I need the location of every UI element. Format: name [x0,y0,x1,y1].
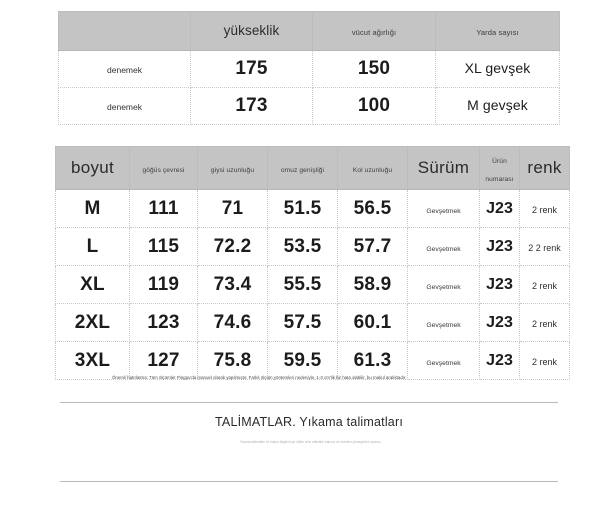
column-header-size: boyut [55,146,130,190]
cell-weight: 100 [312,87,436,125]
cell-label: denemek [58,50,191,88]
column-header-blank [58,11,191,51]
cell-chest: 123 [129,303,198,342]
table-header-row: yükseklik vücut ağırlığı Yarda sayısı [58,11,560,51]
cell-size: L [55,227,130,266]
cell-product-number: J23 [479,341,520,380]
column-header-height: yükseklik [190,11,313,51]
cell-shoulder: 53.5 [267,227,338,266]
cell-chest: 111 [129,189,198,228]
column-header-chest: göğüs çevresi [129,146,198,190]
table-row: 2XL 123 74.6 57.5 60.1 Gevşetmek J23 2 r… [55,303,570,342]
table-row: XL 119 73.4 55.5 58.9 Gevşetmek J23 2 re… [55,265,570,304]
cell-color: 2 renk [519,341,570,380]
cell-size: XL [55,265,130,304]
cell-chest: 127 [129,341,198,380]
cell-sleeve: 60.1 [337,303,408,342]
cell-color: 2 renk [519,189,570,228]
cell-weight: 150 [312,50,436,88]
table-row: denemek 173 100 M gevşek [58,87,560,125]
cell-shoulder: 51.5 [267,189,338,228]
divider-top [60,402,558,403]
column-header-sleeve-length: Kol uzunluğu [337,146,408,190]
cell-version: Gevşetmek [407,265,480,304]
cell-product-number: J23 [479,265,520,304]
table-row: L 115 72.2 53.5 57.7 Gevşetmek J23 2 2 r… [55,227,570,266]
basic-measurement-table: yükseklik vücut ağırlığı Yarda sayısı de… [58,11,560,125]
instructions-title: TALİMATLAR. Yıkama talimatları [215,415,403,429]
measurement-disclaimer: Önemli hatırlatma: Tüm ölçümler Pingpu'd… [112,375,407,380]
cell-length: 75.8 [197,341,268,380]
column-header-yardage: Yarda sayısı [435,11,560,51]
cell-color: 2 2 renk [519,227,570,266]
divider-bottom [60,481,558,482]
column-header-color: renk [519,146,570,190]
cell-length: 73.4 [197,265,268,304]
column-header-product-number: Ürün numarası [479,146,520,190]
column-header-garment-length: giysi uzunluğu [197,146,268,190]
cell-product-number: J23 [479,189,520,228]
cell-size: 2XL [55,303,130,342]
column-header-weight: vücut ağırlığı [312,11,436,51]
cell-shoulder: 57.5 [267,303,338,342]
cell-version: Gevşetmek [407,303,480,342]
cell-chest: 119 [129,265,198,304]
cell-product-number: J23 [479,303,520,342]
cell-color: 2 renk [519,265,570,304]
cell-version: Gevşetmek [407,227,480,266]
table-row: 3XL 127 75.8 59.5 61.3 Gevşetmek J23 2 r… [55,341,570,380]
cell-color: 2 renk [519,303,570,342]
cell-height: 173 [190,87,313,125]
column-header-version: Sürüm [407,146,480,190]
cell-size: M [55,189,130,228]
instructions-micro-text: Yıkama talimatları ve bakım bilgileri iç… [239,440,382,444]
cell-shoulder: 59.5 [267,341,338,380]
cell-height: 175 [190,50,313,88]
column-header-shoulder-width: omuz genişliği [267,146,338,190]
cell-sleeve: 58.9 [337,265,408,304]
cell-shoulder: 55.5 [267,265,338,304]
detailed-size-chart: boyut göğüs çevresi giysi uzunluğu omuz … [55,146,570,380]
cell-chest: 115 [129,227,198,266]
cell-size: 3XL [55,341,130,380]
table-row: M 111 71 51.5 56.5 Gevşetmek J23 2 renk [55,189,570,228]
cell-sleeve: 56.5 [337,189,408,228]
cell-length: 72.2 [197,227,268,266]
cell-label: denemek [58,87,191,125]
cell-sleeve: 61.3 [337,341,408,380]
cell-sleeve: 57.7 [337,227,408,266]
table-header-row: boyut göğüs çevresi giysi uzunluğu omuz … [55,146,570,190]
cell-version: Gevşetmek [407,189,480,228]
table-row: denemek 175 150 XL gevşek [58,50,560,88]
cell-yardage: XL gevşek [435,50,560,88]
cell-product-number: J23 [479,227,520,266]
cell-length: 74.6 [197,303,268,342]
cell-length: 71 [197,189,268,228]
cell-version: Gevşetmek [407,341,480,380]
cell-yardage: M gevşek [435,87,560,125]
